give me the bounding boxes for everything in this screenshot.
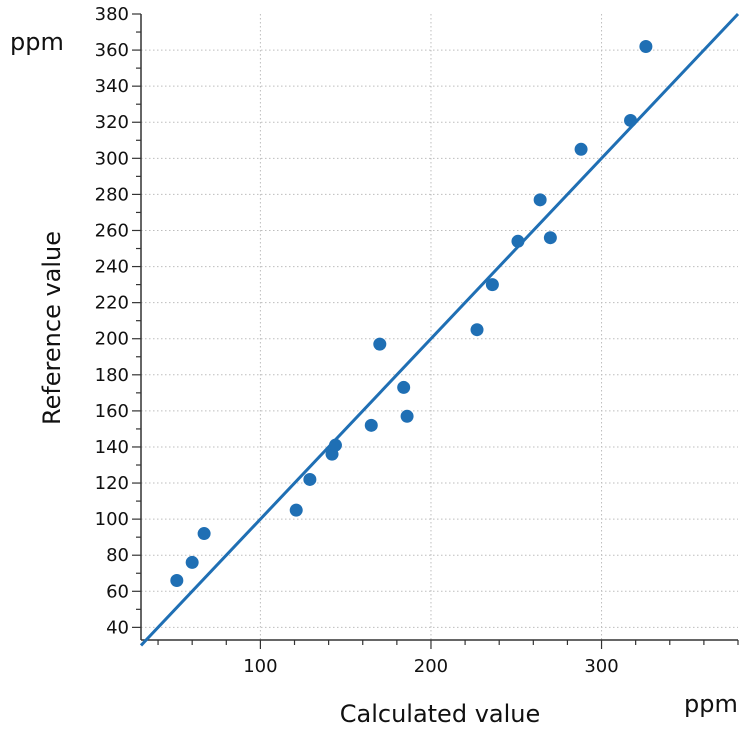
data-point [289,503,303,517]
data-point [624,113,638,127]
fit-line [139,12,740,647]
data-point [397,380,411,394]
axes [140,14,738,641]
data-point [511,234,525,248]
data-point [574,142,588,156]
data-point [364,418,378,432]
data-point [303,472,317,486]
ticks: 40 60 80 100 120 140 160 180 200 220 240 260 280 300 3… [95,4,739,677]
y-unit-label: ppm [10,28,64,56]
data-point [485,278,499,292]
grid-lines [141,14,738,640]
y-tick-label: 240 [95,257,129,278]
y-tick-label: 140 [95,437,129,458]
data-point [170,573,184,587]
y-tick-label: 160 [95,401,129,422]
x-unit-label: ppm [684,690,738,718]
x-tick-label: 200 [414,656,448,677]
y-tick-label: 40 [106,617,129,638]
y-tick-label: 100 [95,509,129,530]
y-tick-label: 380 [95,4,129,25]
y-tick-label: 80 [106,545,129,566]
x-tick-label: 100 [243,656,277,677]
x-axis-title: Calculated value [340,700,541,728]
y-tick-label: 300 [95,148,129,169]
y-tick-label: 340 [95,76,129,97]
data-point [533,193,547,207]
data-point [400,409,414,423]
data-point [543,231,557,245]
y-tick-label: 260 [95,220,129,241]
y-tick-label: 200 [95,329,129,350]
y-tick-label: 220 [95,293,129,314]
data-point [197,527,211,541]
y-tick-label: 320 [95,112,129,133]
data-point [639,39,653,53]
y-tick-label: 280 [95,184,129,205]
x-tick-label: 300 [584,656,618,677]
data-point [373,337,387,351]
data-points [170,39,653,587]
fit-line-group [139,12,740,647]
y-tick-label: 60 [106,581,129,602]
data-point [470,323,484,337]
y-tick-label: 360 [95,40,129,61]
data-point [328,438,342,452]
y-axis-title: Reference value [38,231,66,425]
data-point [185,555,199,569]
y-tick-label: 180 [95,365,129,386]
y-tick-label: 120 [95,473,129,494]
